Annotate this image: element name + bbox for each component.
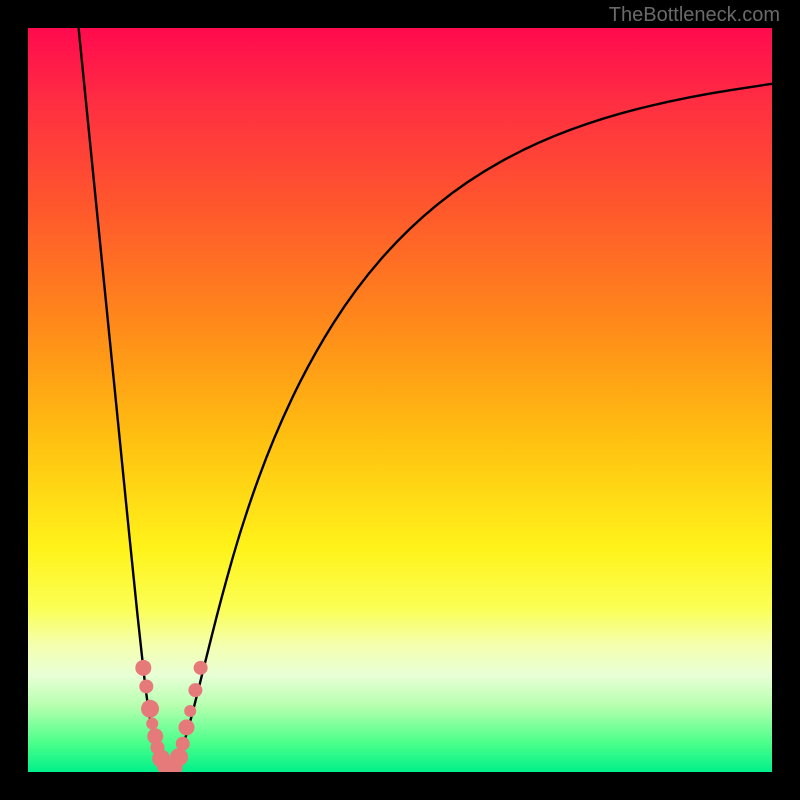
data-marker: [146, 718, 158, 730]
data-marker: [170, 748, 188, 766]
data-marker: [188, 683, 202, 697]
bottleneck-chart: [28, 28, 772, 772]
data-marker: [184, 705, 196, 717]
watermark-text: TheBottleneck.com: [609, 4, 780, 27]
data-marker: [178, 719, 194, 735]
gradient-background: [28, 28, 772, 772]
data-marker: [135, 660, 151, 676]
data-marker: [139, 679, 153, 693]
chart-frame: TheBottleneck.com: [0, 0, 800, 800]
plot-area: [28, 28, 772, 772]
data-marker: [194, 661, 208, 675]
data-marker: [141, 700, 159, 718]
data-marker: [176, 737, 190, 751]
